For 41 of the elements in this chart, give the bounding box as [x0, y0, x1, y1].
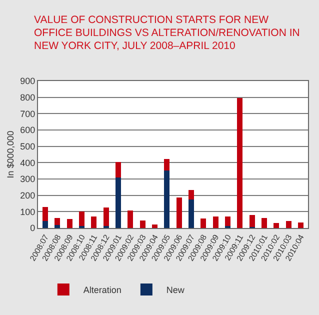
bar	[116, 178, 122, 228]
legend-label: Alteration	[83, 285, 122, 296]
y-axis-title: In $000,000	[6, 130, 16, 178]
y-tick-label: 100	[20, 206, 36, 217]
bar	[66, 218, 72, 228]
y-tick-label: 800	[20, 92, 36, 102]
y-tick-label: 0	[30, 223, 36, 234]
y-tick-label: 600	[20, 125, 36, 136]
bar	[128, 210, 134, 228]
y-tick-label: 200	[20, 190, 36, 200]
bar	[164, 159, 170, 171]
bar	[274, 223, 280, 228]
bar	[103, 207, 109, 226]
bar	[188, 190, 194, 200]
y-tick-label: 700	[20, 108, 36, 119]
legend-label: New	[166, 285, 185, 296]
bar	[237, 98, 243, 228]
bar	[176, 197, 182, 228]
y-tick-label: 500	[20, 141, 36, 152]
bar	[116, 162, 122, 178]
bar	[286, 220, 292, 228]
bar	[79, 212, 85, 226]
y-tick-label: 300	[20, 174, 36, 184]
bar	[140, 220, 146, 228]
bar	[298, 222, 304, 228]
bar	[261, 218, 267, 228]
bar	[224, 216, 230, 226]
bar	[54, 225, 60, 228]
bar	[200, 218, 206, 228]
bar	[42, 207, 48, 222]
bar	[42, 221, 48, 228]
y-tick-label: 400	[20, 158, 36, 168]
bar	[188, 199, 194, 228]
chart-title: VALUE OF CONSTRUCTION STARTS FOR NEW OFFICE BUILDINGS VS ALTERATION/RENOVATION IN NEW YORK CITY, JULY 2008–APRIL 2010	[34, 14, 301, 53]
bar	[91, 216, 97, 228]
bar	[164, 170, 170, 228]
bar	[249, 214, 255, 228]
y-tick-label: 900	[20, 76, 36, 86]
bar	[152, 224, 158, 228]
bar	[54, 218, 60, 226]
bar	[212, 216, 218, 228]
